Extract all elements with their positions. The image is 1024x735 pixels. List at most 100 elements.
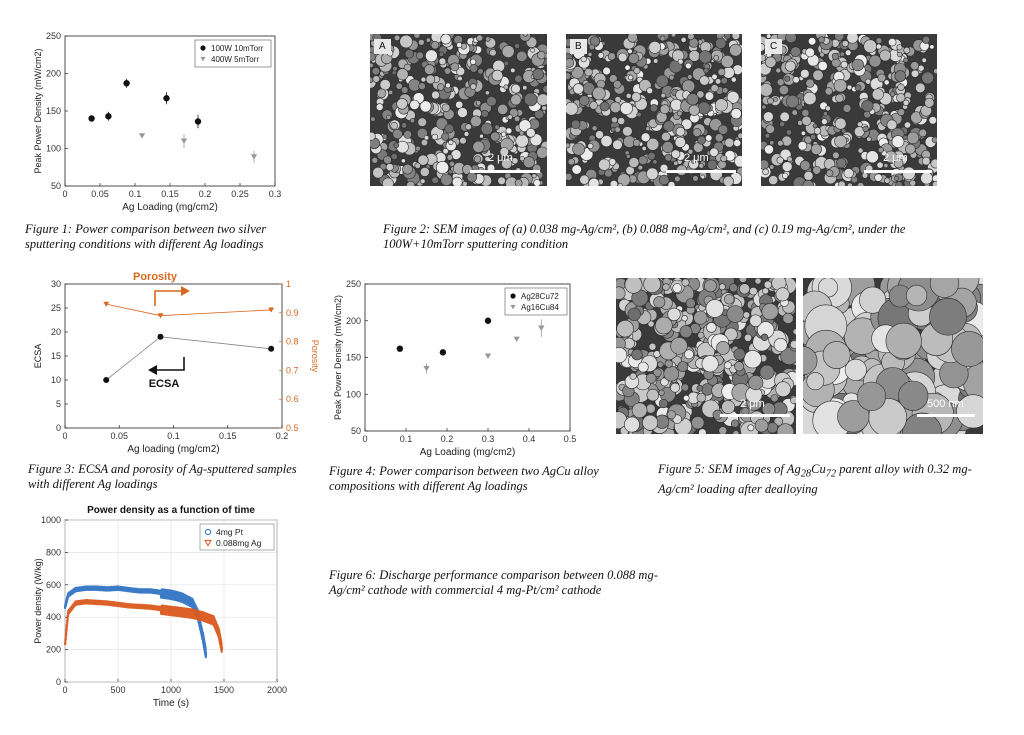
data-point <box>484 353 492 359</box>
scale-bar-label: 2 μm <box>883 152 908 164</box>
x-tick-label: 0.4 <box>523 434 536 444</box>
chart-title: Power density as a function of time <box>87 505 255 516</box>
data-point <box>194 118 202 125</box>
sem-texture <box>761 34 937 186</box>
sem-micrograph <box>803 278 983 434</box>
fig5-caption-part: Cu <box>811 462 826 476</box>
fig6-chart: Power density as a function of time 0 500 1… <box>33 505 287 709</box>
annotation-arrow <box>154 290 182 306</box>
y-axis-label: Peak Power Density (mW/cm2) <box>333 295 343 420</box>
scale-bar <box>666 170 736 173</box>
sem-texture <box>803 278 983 434</box>
y-tick-label: 600 <box>46 580 61 590</box>
legend-box <box>194 39 272 68</box>
y-right-tick-label: 0.8 <box>286 337 299 347</box>
x-tick-label: 0.3 <box>269 189 282 199</box>
y-tick-label: 400 <box>46 612 61 622</box>
figure-4: 0 0.1 0.2 0.3 0.4 0.5 50 100 150 200 250 Ag Loading… <box>320 276 590 466</box>
data-point <box>138 133 146 139</box>
sem-micrograph <box>370 34 547 186</box>
scale-bar-label: 2 μm <box>740 398 765 410</box>
legend-label: 4mg Pt <box>216 527 244 537</box>
sem-texture <box>616 278 796 434</box>
sem-texture <box>370 34 547 186</box>
data-point <box>423 365 430 372</box>
x-tick-label: 0.3 <box>482 434 495 444</box>
data-point <box>484 317 492 324</box>
figure-1: 0 0.05 0.1 0.15 0.2 0.25 0.3 50 100 150 200 250 Ag L… <box>20 28 300 218</box>
data-point <box>439 349 447 356</box>
x-tick-label: 0 <box>362 434 367 444</box>
x-axis-label: Ag loading (mg/cm2) <box>127 444 219 455</box>
y-tick-label: 20 <box>51 327 61 337</box>
sem-panel-alloy-1: 2 μm <box>616 278 796 434</box>
y-tick-label: 1000 <box>41 515 61 525</box>
sem-panel-label: B <box>570 39 587 54</box>
x-tick-label: 0.15 <box>219 431 237 441</box>
y-axis-label: Power density (W/kg) <box>33 558 43 644</box>
legend-marker <box>204 528 212 536</box>
data-point <box>157 313 164 319</box>
fig5-caption-part: parent alloy with 0.32 mg-Ag/cm² loading… <box>658 462 972 496</box>
x-tick-label: 0 <box>62 685 67 695</box>
data-point <box>157 333 164 340</box>
scale-bar-label: 2 μm <box>488 152 513 164</box>
data-point <box>250 154 258 160</box>
data-point <box>103 301 110 307</box>
y-tick-label: 50 <box>51 181 61 191</box>
x-tick-label: 1000 <box>161 685 181 695</box>
figure-1-caption: Figure 1: Power comparison between two s… <box>25 222 267 251</box>
fig5-caption-part: Figure 5: SEM images of Ag <box>658 462 801 476</box>
sem-panel-c: C 2 μm <box>761 34 937 186</box>
figure-3: 0 0.05 0.1 0.15 0.2 0 5 10 15 20 25 30 Ag loading (m… <box>20 266 320 462</box>
y-tick-label: 0 <box>56 423 61 433</box>
annotation-ecsa: ECSA <box>149 378 180 390</box>
x-tick-label: 1500 <box>214 685 234 695</box>
fig5-caption-sub: 28 <box>800 468 812 480</box>
legend-label: 0.088mg Ag <box>216 538 262 548</box>
x-tick-label: 2000 <box>267 685 287 695</box>
x-tick-label: 0.1 <box>400 434 413 444</box>
x-tick-label: 0.25 <box>231 189 249 199</box>
scale-bar <box>864 170 932 173</box>
y-tick-label: 150 <box>46 106 61 116</box>
y-tick-label: 150 <box>346 353 361 363</box>
sem-panel-label: A <box>374 39 391 54</box>
sem-panel-alloy-2: 500 nm <box>803 278 983 434</box>
sem-panel-label: C <box>765 39 783 54</box>
y-right-tick-label: 0.5 <box>286 423 299 433</box>
y-tick-label: 250 <box>46 31 61 41</box>
legend-label: 400W 5mTorr <box>211 55 259 64</box>
legend-marker <box>200 45 206 51</box>
data-point <box>513 336 520 343</box>
legend-marker <box>510 304 516 310</box>
data-point <box>105 113 112 120</box>
legend-marker <box>204 540 212 547</box>
y-tick-label: 100 <box>46 144 61 154</box>
x-tick-label: 0.5 <box>564 434 577 444</box>
annotation-arrow <box>156 357 185 371</box>
series-line <box>63 598 223 653</box>
y-tick-label: 5 <box>56 399 61 409</box>
data-point <box>180 138 188 144</box>
x-axis-label: Ag Loading (mg/cm2) <box>122 202 218 213</box>
legend-label: 100W 10mTorr <box>211 44 264 53</box>
y-right-tick-label: 0.9 <box>286 308 299 318</box>
x-tick-label: 0.15 <box>161 189 179 199</box>
x-axis-label: Time (s) <box>153 698 189 709</box>
sem-micrograph <box>761 34 937 186</box>
legend-label: Ag28Cu72 <box>521 292 559 301</box>
data-point <box>88 115 95 122</box>
y-right-axis-label: Porosity <box>310 340 320 373</box>
figure-3-caption: Figure 3: ECSA and porosity of Ag-sputte… <box>28 462 297 491</box>
data-point <box>163 95 170 102</box>
legend-box <box>504 287 568 316</box>
figure-6: Power density as a function of time 0 500 1… <box>20 500 300 712</box>
sem-micrograph <box>616 278 796 434</box>
legend-label: Ag16Cu84 <box>521 303 559 312</box>
y-tick-label: 250 <box>346 279 361 289</box>
x-axis-label: Ag Loading (mg/cm2) <box>420 447 516 458</box>
fig1-chart: 0 0.05 0.1 0.15 0.2 0.25 0.3 50 100 150 200 250 Ag L… <box>33 31 282 213</box>
plot-frame <box>64 283 283 429</box>
y-tick-label: 800 <box>46 547 61 557</box>
